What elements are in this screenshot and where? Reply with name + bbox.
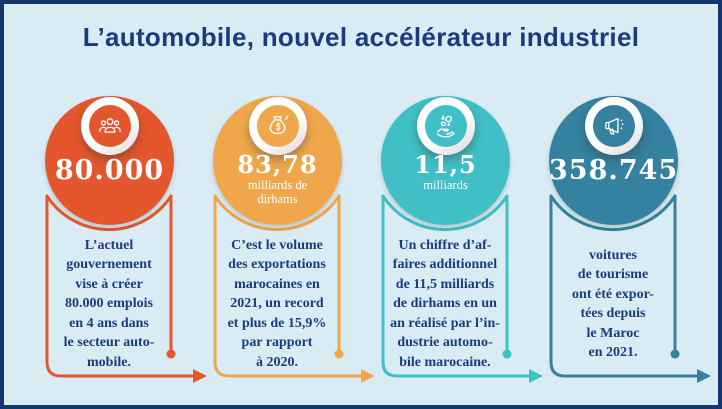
icon-badge	[81, 97, 139, 155]
icon-badge	[249, 97, 307, 155]
stat-column: 11,5 milliards Un chiffre d’af- faires a…	[381, 89, 543, 405]
stat-number-block: 80.000	[45, 153, 174, 189]
timeline-dot	[670, 349, 680, 359]
stat-number-block: 83,78 milliards de dirhams	[213, 151, 342, 206]
stat-columns: 80.000 L’actuel gouvernement vise à crée…	[4, 89, 718, 405]
bracket-left-arrow-line	[381, 194, 533, 378]
stat-value: 358.745	[549, 155, 679, 186]
stat-unit: milliards	[423, 178, 468, 192]
arrow-head-icon	[697, 369, 711, 383]
bracket-arrow	[213, 194, 375, 383]
stat-column: 83,78 milliards de dirhams C’est le volu…	[213, 89, 375, 405]
timeline-dot	[334, 349, 344, 359]
bracket-top-arc	[45, 194, 173, 232]
bracket-arrow	[45, 194, 207, 383]
timeline-dot	[166, 349, 176, 359]
arrow-head-icon	[193, 369, 207, 383]
stat-unit: milliards de dirhams	[247, 178, 308, 206]
page-title: L’automobile, nouvel accélérateur indust…	[82, 22, 640, 52]
icon-badge	[585, 97, 643, 155]
stat-description: C’est le volume des exportations marocai…	[227, 237, 327, 370]
stat-column: 80.000 L’actuel gouvernement vise à crée…	[45, 89, 207, 405]
arrow-head-icon	[361, 369, 375, 383]
bracket-arrow	[381, 194, 543, 383]
hand-coins-icon	[425, 105, 467, 147]
bracket-top-arc	[381, 194, 509, 232]
bracket-top-arc	[549, 194, 677, 232]
timeline-dot	[502, 349, 512, 359]
megaphone-icon	[593, 105, 635, 147]
stat-description: voitures de tourisme ont été expor- tées…	[572, 247, 654, 361]
stat-value: 11,5	[414, 150, 477, 179]
people-group-icon	[89, 105, 131, 147]
stat-number-block: 11,5 milliards	[381, 151, 510, 193]
stat-value: 80.000	[54, 155, 165, 186]
stat-description: L’actuel gouvernement vise à créer 80.00…	[63, 237, 155, 370]
stat-value: 83,78	[237, 150, 318, 179]
bracket-left-arrow-line	[45, 194, 197, 378]
icon-badge	[417, 97, 475, 155]
stat-description: Un chiffre d’af- faires additionnel de 1…	[390, 237, 500, 370]
stat-number-block: 358.745	[549, 153, 678, 189]
bracket-left-arrow-line	[213, 194, 365, 378]
stat-column: 358.745 voitures de tourisme ont été exp…	[549, 89, 711, 405]
bracket-top-arc	[213, 194, 341, 232]
bracket-arrow	[549, 194, 711, 383]
money-bag-icon	[257, 105, 299, 147]
arrow-head-icon	[529, 369, 543, 383]
bracket-left-arrow-line	[549, 194, 701, 378]
